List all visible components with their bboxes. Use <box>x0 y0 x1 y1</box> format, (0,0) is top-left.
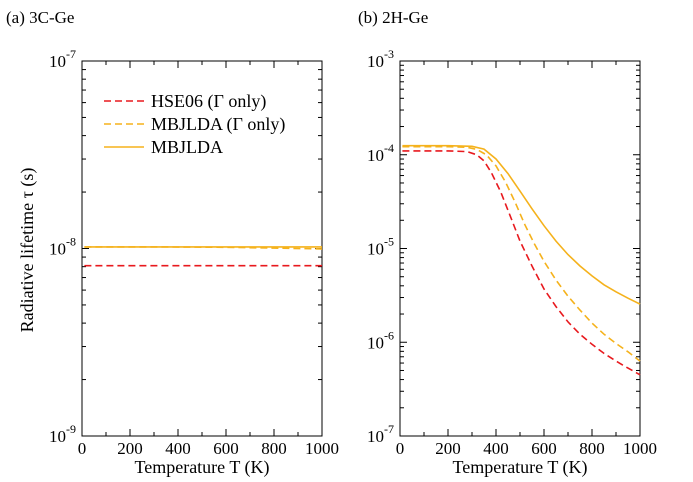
x-tick-label-a: 800 <box>261 439 287 458</box>
axes-a: 0 200 400 600 800 1000 10-9 10-8 10-7 <box>49 47 339 458</box>
x-tick-label-b: 400 <box>483 439 509 458</box>
y-tick-label-b: 10-6 <box>367 328 394 352</box>
legend-label-0: HSE06 (Γ only) <box>151 91 266 112</box>
panel-a-title: (a) 3C-Ge <box>6 8 74 27</box>
plot-frame-b <box>399 60 641 437</box>
series-lines-a <box>84 246 323 267</box>
legend: HSE06 (Γ only)MBJLDA (Γ only)MBJLDA <box>104 91 285 157</box>
x-tick-label-a: 1000 <box>305 439 339 458</box>
x-tick-label-b: 200 <box>435 439 461 458</box>
panel-2h-ge: (b) 2H-Ge 0 200 400 600 800 1000 10-7 10-6 10-5 1… <box>358 8 657 478</box>
series-line-b-2 <box>402 144 641 305</box>
x-tick-label-b: 600 <box>531 439 557 458</box>
x-tick-label-a: 400 <box>165 439 191 458</box>
series-line-b-1 <box>402 145 641 362</box>
x-tick-label-a: 200 <box>117 439 143 458</box>
y-tick-label-a: 10-8 <box>49 235 76 259</box>
x-tick-label-b: 1000 <box>623 439 657 458</box>
x-axis-label-a: Temperature T (K) <box>134 457 269 478</box>
panel-3c-ge: (a) 3C-Ge Radiative lifetime τ (s) 0 200 4… <box>6 8 339 478</box>
y-tick-label-a: 10-7 <box>49 47 76 71</box>
y-tick-label-b: 10-3 <box>367 47 394 71</box>
x-tick-label-b: 0 <box>396 439 405 458</box>
series-line-b-0 <box>402 150 641 376</box>
y-tick-label-a: 10-9 <box>49 422 76 446</box>
series-lines-b <box>402 144 641 376</box>
y-tick-label-b: 10-7 <box>367 422 394 446</box>
y-tick-label-b: 10-5 <box>367 235 394 259</box>
panel-b-title: (b) 2H-Ge <box>358 8 428 27</box>
x-axis-label-b: Temperature T (K) <box>452 457 587 478</box>
x-tick-label-a: 600 <box>213 439 239 458</box>
legend-label-1: MBJLDA (Γ only) <box>151 114 285 135</box>
legend-label-2: MBJLDA <box>151 137 223 157</box>
y-tick-label-b: 10-4 <box>367 141 394 165</box>
x-tick-label-b: 800 <box>579 439 605 458</box>
axes-b: 0 200 400 600 800 1000 10-7 10-6 10-5 10-4 10-3 <box>367 47 657 458</box>
y-axis-label: Radiative lifetime τ (s) <box>17 168 38 333</box>
x-tick-label-a: 0 <box>78 439 87 458</box>
